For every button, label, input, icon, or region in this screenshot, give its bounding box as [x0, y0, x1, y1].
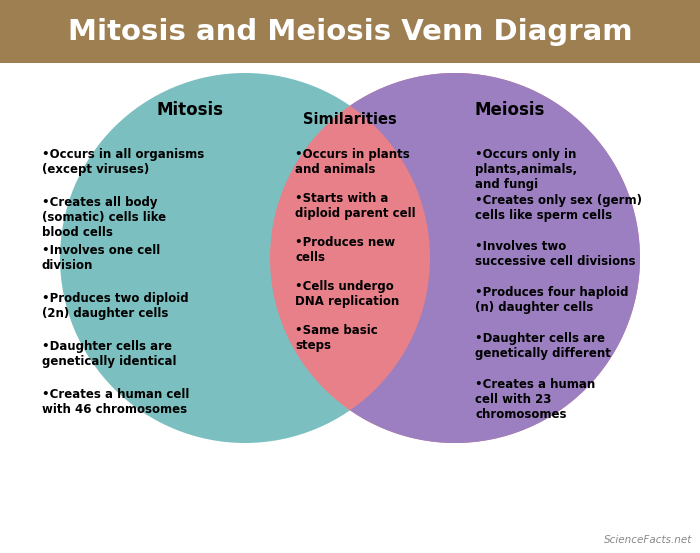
Polygon shape — [350, 73, 640, 443]
Text: •Occurs in all organisms
(except viruses): •Occurs in all organisms (except viruses… — [42, 148, 204, 176]
Text: •Involves one cell
division: •Involves one cell division — [42, 244, 160, 272]
Text: Similarities: Similarities — [303, 112, 397, 128]
Text: •Produces four haploid
(n) daughter cells: •Produces four haploid (n) daughter cell… — [475, 286, 629, 314]
Text: •Creates only sex (germ)
cells like sperm cells: •Creates only sex (germ) cells like sper… — [475, 194, 642, 222]
Text: •Occurs in plants
and animals: •Occurs in plants and animals — [295, 148, 410, 176]
Text: Mitosis: Mitosis — [157, 101, 223, 119]
Text: •Daughter cells are
genetically different: •Daughter cells are genetically differen… — [475, 332, 611, 360]
Circle shape — [60, 73, 430, 443]
Text: Meiosis: Meiosis — [475, 101, 545, 119]
Text: •Creates a human cell
with 46 chromosomes: •Creates a human cell with 46 chromosome… — [42, 388, 190, 416]
Bar — [0, 0, 700, 63]
Text: •Starts with a
diploid parent cell: •Starts with a diploid parent cell — [295, 192, 416, 220]
Text: •Produces new
cells: •Produces new cells — [295, 236, 395, 264]
Text: •Produces two diploid
(2n) daughter cells: •Produces two diploid (2n) daughter cell… — [42, 292, 188, 320]
Text: •Cells undergo
DNA replication: •Cells undergo DNA replication — [295, 280, 399, 308]
Text: •Involves two
successive cell divisions: •Involves two successive cell divisions — [475, 240, 636, 268]
Text: •Same basic
steps: •Same basic steps — [295, 324, 378, 352]
Text: •Creates all body
(somatic) cells like
blood cells: •Creates all body (somatic) cells like b… — [42, 196, 166, 239]
Text: Mitosis and Meiosis Venn Diagram: Mitosis and Meiosis Venn Diagram — [68, 18, 632, 45]
Circle shape — [270, 73, 640, 443]
Text: •Occurs only in
plants,animals,
and fungi: •Occurs only in plants,animals, and fung… — [475, 148, 577, 191]
Text: •Creates a human
cell with 23
chromosomes: •Creates a human cell with 23 chromosome… — [475, 378, 595, 421]
Text: •Daughter cells are
genetically identical: •Daughter cells are genetically identica… — [42, 340, 176, 368]
Text: ScienceFacts.net: ScienceFacts.net — [603, 535, 692, 545]
